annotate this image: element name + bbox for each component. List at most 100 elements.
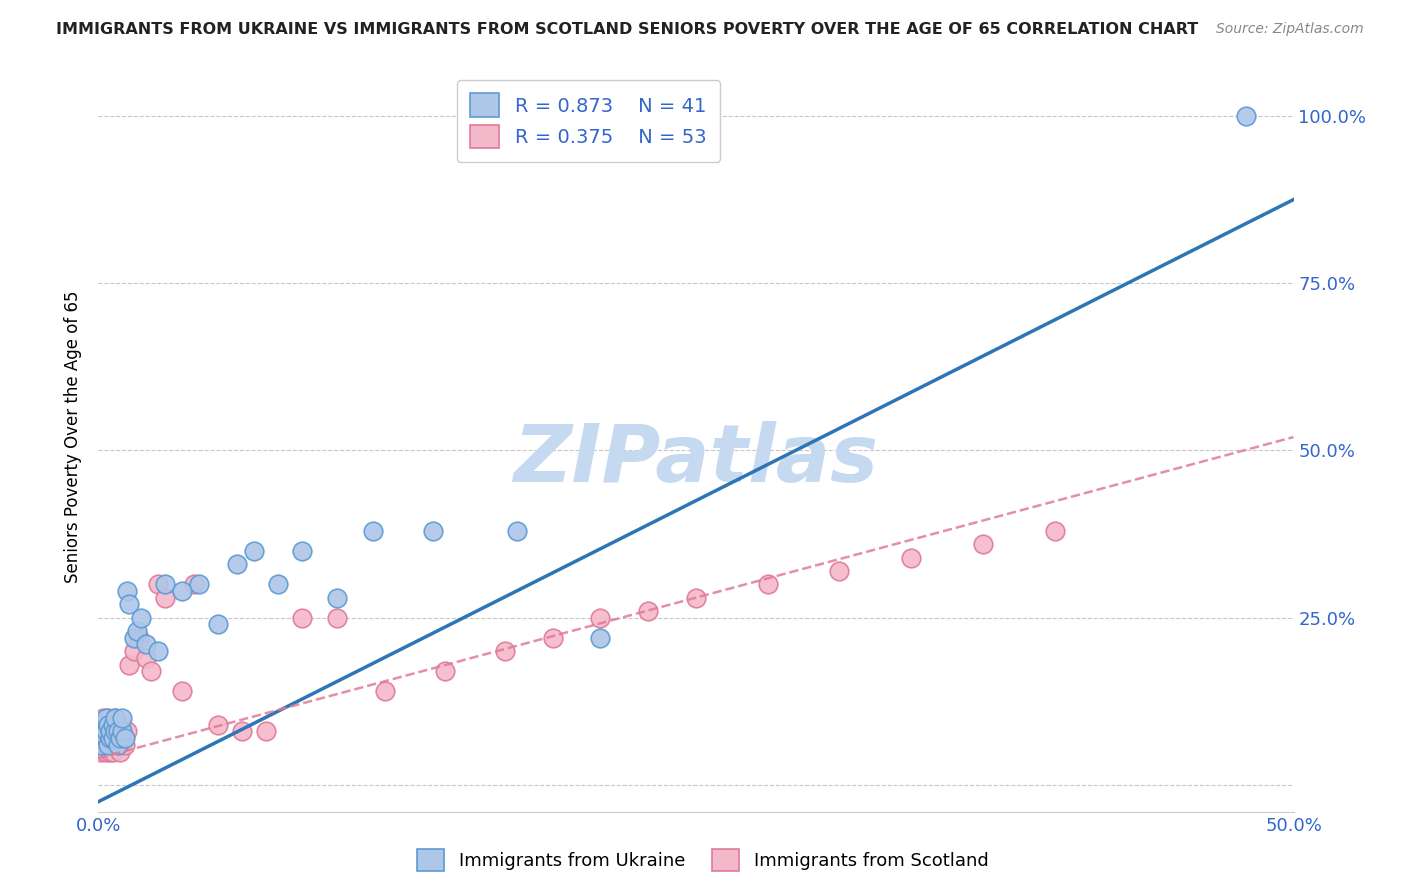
Point bbox=[104, 724, 127, 739]
Point bbox=[226, 557, 249, 572]
Point bbox=[104, 711, 127, 725]
Point bbox=[541, 631, 564, 645]
Point bbox=[506, 524, 529, 538]
Point bbox=[125, 624, 148, 639]
Point bbox=[107, 724, 129, 739]
Point bbox=[90, 738, 112, 752]
Point bbox=[828, 564, 851, 578]
Point bbox=[101, 717, 124, 731]
Point bbox=[98, 731, 122, 746]
Point bbox=[91, 738, 114, 752]
Point bbox=[267, 577, 290, 591]
Point bbox=[172, 684, 194, 698]
Point bbox=[172, 584, 194, 599]
Point bbox=[124, 644, 146, 658]
Point bbox=[101, 731, 124, 746]
Point bbox=[101, 744, 124, 758]
Point bbox=[494, 644, 516, 658]
Text: ZIPatlas: ZIPatlas bbox=[513, 420, 879, 499]
Point bbox=[124, 631, 146, 645]
Text: IMMIGRANTS FROM UKRAINE VS IMMIGRANTS FROM SCOTLAND SENIORS POVERTY OVER THE AGE: IMMIGRANTS FROM UKRAINE VS IMMIGRANTS FR… bbox=[56, 22, 1198, 37]
Point bbox=[94, 724, 117, 739]
Point bbox=[104, 724, 127, 739]
Point bbox=[94, 711, 117, 725]
Point bbox=[98, 731, 122, 746]
Point bbox=[107, 738, 129, 752]
Point bbox=[128, 631, 150, 645]
Point bbox=[107, 724, 129, 739]
Point bbox=[107, 738, 129, 752]
Point bbox=[118, 598, 141, 612]
Point bbox=[104, 711, 127, 725]
Point bbox=[97, 738, 120, 752]
Text: Source: ZipAtlas.com: Source: ZipAtlas.com bbox=[1216, 22, 1364, 37]
Point bbox=[91, 724, 114, 739]
Point bbox=[291, 611, 314, 625]
Point bbox=[900, 550, 922, 565]
Point bbox=[135, 651, 157, 665]
Point bbox=[91, 717, 114, 731]
Point bbox=[115, 724, 138, 739]
Point bbox=[94, 744, 117, 758]
Point bbox=[183, 577, 205, 591]
Point bbox=[1234, 109, 1257, 123]
Point bbox=[104, 738, 127, 752]
Point bbox=[118, 657, 141, 672]
Point bbox=[254, 724, 277, 739]
Point bbox=[422, 524, 444, 538]
Point bbox=[363, 524, 385, 538]
Point bbox=[90, 731, 112, 746]
Point bbox=[231, 724, 253, 739]
Point bbox=[434, 664, 457, 679]
Point bbox=[108, 731, 131, 746]
Point bbox=[91, 724, 114, 739]
Point bbox=[101, 731, 124, 746]
Point bbox=[326, 611, 349, 625]
Point bbox=[155, 577, 177, 591]
Point bbox=[148, 577, 170, 591]
Point bbox=[98, 744, 122, 758]
Point bbox=[374, 684, 396, 698]
Point bbox=[114, 731, 136, 746]
Point bbox=[94, 731, 117, 746]
Point bbox=[589, 631, 612, 645]
Point bbox=[131, 611, 153, 625]
Point bbox=[111, 711, 134, 725]
Point bbox=[97, 738, 120, 752]
Point bbox=[326, 591, 349, 605]
Point bbox=[97, 717, 120, 731]
Point bbox=[207, 717, 229, 731]
Point bbox=[101, 717, 124, 731]
Point bbox=[139, 664, 162, 679]
Point bbox=[207, 617, 229, 632]
Point bbox=[91, 711, 114, 725]
Point bbox=[243, 544, 266, 558]
Legend: Immigrants from Ukraine, Immigrants from Scotland: Immigrants from Ukraine, Immigrants from… bbox=[411, 842, 995, 879]
Point bbox=[637, 604, 659, 618]
Point bbox=[108, 744, 131, 758]
Y-axis label: Seniors Poverty Over the Age of 65: Seniors Poverty Over the Age of 65 bbox=[65, 291, 83, 583]
Point bbox=[155, 591, 177, 605]
Point bbox=[90, 744, 112, 758]
Point bbox=[94, 731, 117, 746]
Point bbox=[97, 711, 120, 725]
Point bbox=[291, 544, 314, 558]
Point bbox=[685, 591, 707, 605]
Point bbox=[108, 731, 131, 746]
Point bbox=[98, 717, 122, 731]
Point bbox=[111, 724, 134, 739]
Point bbox=[756, 577, 779, 591]
Point bbox=[114, 738, 136, 752]
Point bbox=[1043, 524, 1066, 538]
Point bbox=[589, 611, 612, 625]
Point bbox=[135, 637, 157, 651]
Point bbox=[98, 724, 122, 739]
Point bbox=[111, 717, 134, 731]
Point bbox=[972, 537, 994, 551]
Point bbox=[97, 724, 120, 739]
Point bbox=[187, 577, 209, 591]
Point bbox=[115, 584, 138, 599]
Point bbox=[148, 644, 170, 658]
Legend: R = 0.873    N = 41, R = 0.375    N = 53: R = 0.873 N = 41, R = 0.375 N = 53 bbox=[457, 79, 720, 162]
Point bbox=[94, 717, 117, 731]
